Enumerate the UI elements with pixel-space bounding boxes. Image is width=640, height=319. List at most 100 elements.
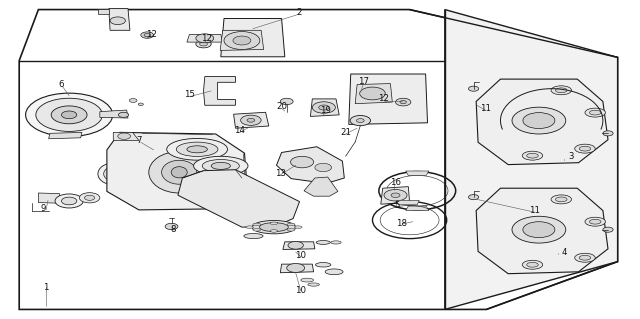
Ellipse shape — [166, 138, 228, 160]
Circle shape — [400, 100, 406, 104]
Circle shape — [241, 115, 261, 125]
Circle shape — [396, 98, 411, 106]
Circle shape — [312, 102, 335, 113]
Polygon shape — [19, 10, 618, 309]
Ellipse shape — [211, 162, 230, 169]
Text: 10: 10 — [295, 286, 307, 295]
Polygon shape — [204, 77, 236, 105]
Circle shape — [51, 106, 87, 124]
Circle shape — [118, 133, 131, 139]
Circle shape — [110, 17, 125, 25]
Polygon shape — [221, 19, 285, 57]
Ellipse shape — [308, 283, 319, 286]
Ellipse shape — [287, 228, 295, 231]
Ellipse shape — [575, 144, 595, 153]
Text: 6: 6 — [58, 80, 63, 89]
Ellipse shape — [270, 222, 278, 225]
Polygon shape — [109, 9, 130, 30]
Circle shape — [468, 86, 479, 91]
Circle shape — [350, 115, 371, 126]
Ellipse shape — [172, 167, 188, 178]
Circle shape — [280, 98, 293, 105]
Circle shape — [61, 197, 77, 205]
Polygon shape — [276, 147, 344, 183]
Polygon shape — [49, 132, 82, 139]
Text: 21: 21 — [340, 128, 351, 137]
Circle shape — [118, 112, 129, 117]
Ellipse shape — [104, 167, 123, 181]
Circle shape — [468, 195, 479, 200]
Circle shape — [360, 87, 385, 100]
Ellipse shape — [579, 255, 591, 260]
Polygon shape — [355, 84, 392, 104]
Circle shape — [84, 195, 95, 200]
Polygon shape — [280, 264, 314, 273]
Circle shape — [196, 40, 211, 48]
Circle shape — [288, 241, 303, 249]
Text: 9: 9 — [41, 204, 46, 213]
Ellipse shape — [98, 163, 129, 185]
Text: 8: 8 — [170, 225, 175, 234]
Polygon shape — [349, 74, 428, 124]
Polygon shape — [187, 34, 223, 42]
Text: 12: 12 — [200, 34, 212, 43]
Ellipse shape — [589, 110, 601, 115]
Ellipse shape — [149, 152, 210, 193]
Text: 10: 10 — [295, 251, 307, 260]
Ellipse shape — [325, 269, 343, 275]
Circle shape — [384, 189, 407, 201]
Polygon shape — [98, 9, 109, 14]
Ellipse shape — [585, 108, 605, 117]
Circle shape — [603, 131, 613, 136]
Ellipse shape — [551, 195, 572, 204]
Circle shape — [287, 263, 305, 272]
Ellipse shape — [579, 146, 591, 151]
Ellipse shape — [556, 197, 567, 202]
Circle shape — [200, 42, 207, 46]
Circle shape — [36, 98, 102, 131]
Text: 17: 17 — [358, 77, 369, 86]
Ellipse shape — [522, 260, 543, 269]
Ellipse shape — [253, 223, 260, 226]
Ellipse shape — [252, 220, 296, 234]
Text: 14: 14 — [234, 126, 246, 135]
Ellipse shape — [316, 241, 330, 244]
Circle shape — [391, 193, 400, 197]
Polygon shape — [220, 30, 264, 50]
Circle shape — [523, 113, 555, 129]
Ellipse shape — [527, 153, 538, 158]
Ellipse shape — [193, 156, 248, 175]
Ellipse shape — [270, 230, 278, 232]
Circle shape — [224, 32, 260, 49]
Circle shape — [61, 111, 77, 119]
Text: 12: 12 — [145, 30, 157, 39]
Circle shape — [141, 32, 154, 38]
Text: 19: 19 — [320, 106, 330, 115]
Polygon shape — [107, 132, 248, 210]
Circle shape — [523, 222, 555, 238]
Ellipse shape — [202, 160, 239, 172]
Ellipse shape — [589, 219, 601, 224]
Circle shape — [138, 103, 143, 106]
Text: 4: 4 — [562, 248, 567, 256]
Circle shape — [129, 99, 137, 102]
Ellipse shape — [585, 217, 605, 226]
Circle shape — [220, 202, 233, 208]
Ellipse shape — [244, 234, 263, 239]
Polygon shape — [234, 112, 269, 128]
Polygon shape — [476, 79, 608, 165]
Text: 5: 5 — [394, 201, 399, 210]
Polygon shape — [310, 99, 339, 116]
Circle shape — [144, 33, 150, 37]
Circle shape — [603, 227, 613, 232]
Circle shape — [26, 93, 113, 137]
Text: 11: 11 — [529, 206, 540, 215]
Ellipse shape — [527, 262, 538, 267]
Polygon shape — [406, 171, 429, 175]
Polygon shape — [216, 201, 237, 209]
Polygon shape — [476, 188, 608, 274]
Circle shape — [291, 156, 314, 168]
Circle shape — [315, 163, 332, 172]
Circle shape — [356, 119, 364, 122]
Polygon shape — [406, 206, 429, 211]
